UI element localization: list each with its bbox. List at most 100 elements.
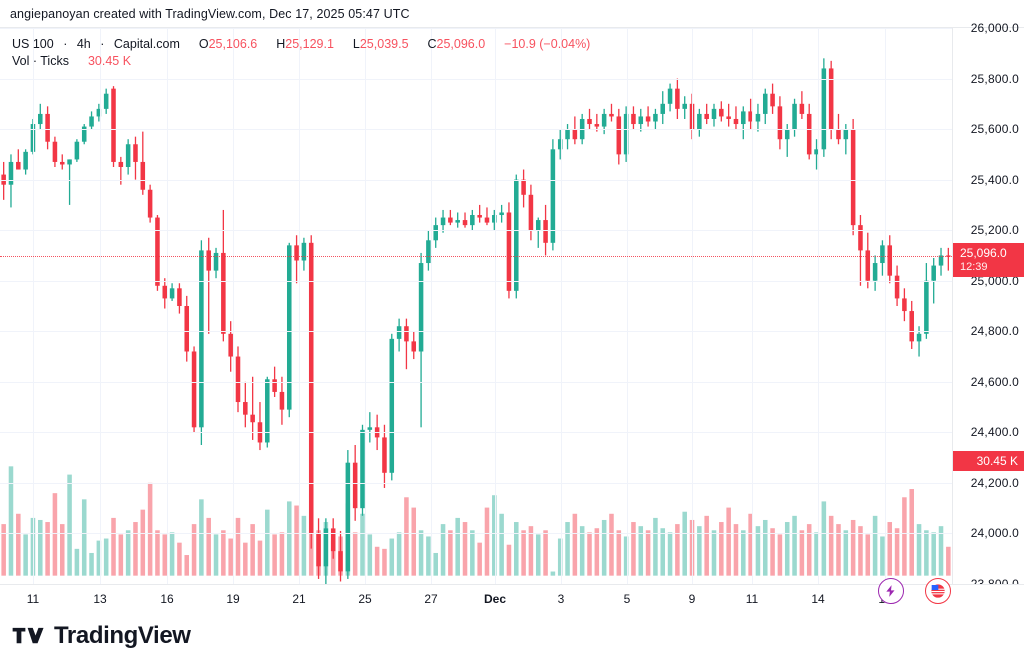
gridline-horizontal <box>0 331 952 332</box>
price-tick-label: 26,000.0 <box>970 21 1019 35</box>
volume-bar <box>609 513 614 576</box>
candle-body <box>199 250 204 428</box>
candle-body <box>352 462 358 509</box>
candle-body <box>382 437 387 473</box>
volume-bar <box>638 526 644 576</box>
volume-bar <box>821 501 827 576</box>
chart-frame: 26,000.0 25,800.0 25,600.0 25,400.0 25,200.0… <box>0 21 1024 612</box>
volume-bar <box>301 515 307 576</box>
us-flag-session-icon[interactable] <box>925 578 951 604</box>
volume-bar <box>433 552 438 576</box>
volume-bar <box>38 519 43 576</box>
candle-body <box>762 93 768 114</box>
candle-body <box>103 93 109 109</box>
last-price-time: 12:39 <box>960 261 988 274</box>
candle-body <box>38 113 43 125</box>
volume-bar <box>506 544 512 576</box>
volume-bar <box>770 528 775 576</box>
candle-wick <box>252 376 254 440</box>
candle-body <box>792 103 797 130</box>
candle-body <box>426 240 431 264</box>
candle-body <box>155 217 160 286</box>
volume-bar <box>221 530 226 576</box>
volume-bar <box>477 542 482 576</box>
volume-bar <box>777 534 783 576</box>
volume-bar <box>455 517 460 576</box>
volume-bar <box>806 524 812 576</box>
candle-body <box>645 116 651 122</box>
gridline-vertical <box>431 28 432 584</box>
volume-bar <box>946 546 951 576</box>
volume-bar <box>162 534 168 576</box>
candle-wick <box>479 204 481 223</box>
volume-bar <box>169 532 175 576</box>
gridline-vertical <box>561 28 562 584</box>
candle-body <box>286 245 292 410</box>
candle-body <box>455 220 460 223</box>
candle-wick <box>735 106 737 130</box>
candle-body <box>221 252 226 334</box>
candle-body <box>404 326 409 342</box>
volume-bar <box>125 530 131 576</box>
candle-wick <box>486 207 488 226</box>
candle-body <box>865 250 871 281</box>
candle-body <box>23 151 28 170</box>
candle-body <box>594 124 600 127</box>
volume-bar <box>909 489 914 576</box>
candle-body <box>631 113 636 125</box>
price-axis[interactable]: 26,000.0 25,800.0 25,600.0 25,400.0 25,200.0… <box>952 21 1024 591</box>
volume-bar <box>660 528 666 576</box>
volume-bar <box>389 538 395 576</box>
volume-bar <box>594 528 600 576</box>
volume-bar <box>96 540 102 576</box>
candle-body <box>360 429 365 509</box>
candle-body <box>806 113 812 155</box>
candle-body <box>726 116 731 119</box>
candle-body <box>858 225 863 251</box>
price-tick-label: 24,200.0 <box>970 475 1019 490</box>
volume-bar <box>59 524 65 576</box>
volume-bar <box>931 532 936 576</box>
time-axis[interactable]: 11131619212527Dec359111417 <box>0 584 1024 612</box>
gridline-horizontal <box>0 180 952 181</box>
volume-bar <box>199 499 204 576</box>
volume-bar <box>543 530 548 576</box>
candle-body <box>543 220 548 243</box>
candle-body <box>755 113 761 122</box>
replay-lightning-icon[interactable] <box>878 578 904 604</box>
time-tick-label: 13 <box>93 592 107 606</box>
candle-body <box>667 88 673 104</box>
volume-bar <box>697 526 702 576</box>
volume-bar <box>858 526 863 576</box>
candle-body <box>235 356 241 403</box>
volume-bar <box>272 534 277 576</box>
candle-wick <box>596 113 598 132</box>
candle-body <box>433 225 438 241</box>
candle-body <box>484 217 490 223</box>
volume-bar <box>462 522 468 576</box>
candle-body <box>799 103 805 114</box>
candle-body <box>528 194 534 231</box>
last-price-value: 25,096.0 <box>960 246 1007 261</box>
volume-bar <box>147 482 153 576</box>
candle-body <box>814 149 819 155</box>
candle-wick <box>61 154 63 170</box>
volume-bar <box>243 542 248 576</box>
candle-body <box>828 68 834 130</box>
gridline-horizontal <box>0 533 952 534</box>
candle-wick <box>68 159 71 205</box>
volume-bar <box>528 526 534 576</box>
candle-body <box>367 427 373 430</box>
volume-bar <box>514 522 519 576</box>
candle-body <box>741 111 746 125</box>
gridline-vertical <box>495 28 496 584</box>
volume-bar <box>492 495 497 576</box>
volume-bar <box>719 522 724 576</box>
candle-wick <box>947 247 949 271</box>
tradingview-logo-icon[interactable]: TradingView <box>12 622 191 650</box>
candle-body <box>535 220 541 231</box>
chart-plot-area[interactable] <box>0 28 952 584</box>
candle-body <box>587 118 592 125</box>
volume-bar <box>360 513 365 576</box>
candle-body <box>777 106 783 140</box>
